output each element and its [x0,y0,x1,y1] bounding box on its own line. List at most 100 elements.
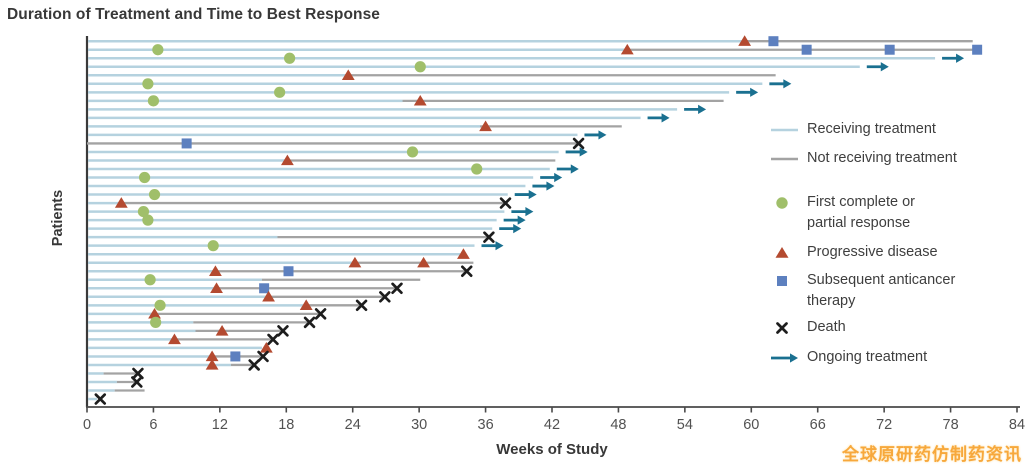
legend-item-x: Death [770,317,846,339]
x-tick-label: 60 [743,417,759,433]
response-circle-icon [154,299,166,311]
death-x-icon [391,282,403,295]
ongoing-arrowhead-icon [598,130,607,140]
progression-triangle-icon [205,359,219,370]
x-tick-label: 42 [544,417,560,433]
legend-label: First complete or partial response [807,194,915,231]
ongoing-arrowhead-icon [525,207,534,217]
response-circle-icon [284,52,296,64]
legend-item-circle: First complete or partial response [770,192,915,234]
ongoing-arrowhead-icon [495,241,504,251]
death-x-icon [379,291,391,303]
x-tick-label: 78 [943,417,959,433]
death-x-icon [277,325,289,337]
legend-label: Subsequent anticancer therapy [807,272,956,309]
response-circle-icon [152,44,164,56]
progression-triangle-icon [413,94,427,106]
progression-triangle-icon [341,69,355,80]
x-legend-icon [770,317,800,339]
response-circle-icon [138,171,151,184]
progression-triangle-icon [114,197,128,208]
legend-item-arrow: Ongoing treatment [770,347,927,369]
x-tick-label: 0 [83,417,91,433]
ongoing-arrowhead-icon [750,87,759,97]
progression-triangle-icon [620,43,634,55]
legend-label: Progressive disease [807,243,938,260]
x-tick-label: 84 [1009,417,1025,433]
death-x-icon [303,316,316,329]
line-treatment-legend-icon [770,119,800,141]
ongoing-arrowhead-icon [783,79,792,89]
ongoing-arrowhead-icon [880,62,889,72]
ongoing-arrowhead-icon [546,181,555,191]
x-tick-label: 72 [876,417,892,433]
watermark-text: 全球原研药仿制药资讯 [842,445,1022,464]
x-tick-label: 66 [810,417,826,433]
legend: Receiving treatment Not receiving treatme… [770,110,1028,370]
response-circle-icon [406,146,419,158]
legend-label: Death [807,318,846,335]
progression-triangle-icon [348,256,362,268]
therapy-square-icon [230,351,241,362]
x-tick-label: 48 [610,417,626,433]
response-circle-icon [148,188,161,201]
x-tick-label: 12 [212,417,228,433]
progression-triangle-icon [210,282,223,293]
response-circle-icon [144,274,156,286]
progression-triangle-icon [479,120,492,132]
response-circle-icon [142,214,154,226]
progression-triangle-icon [299,299,313,311]
therapy-square-icon [259,283,270,294]
ongoing-arrowhead-icon [528,189,537,200]
progression-triangle-icon [259,342,273,353]
therapy-square-icon [972,44,983,55]
death-x-icon [355,299,368,312]
ongoing-arrowhead-icon [698,104,707,114]
therapy-square-icon [884,44,895,55]
x-tick-label: 30 [411,417,427,433]
x-tick-label: 24 [345,417,361,433]
response-circle-icon [137,206,150,218]
progression-triangle-icon [168,333,181,345]
death-x-icon [572,137,585,150]
legend-item-line-treatment: Receiving treatment [770,119,936,141]
therapy-square-icon [768,36,779,47]
death-x-icon [94,393,107,405]
x-tick-label: 54 [677,417,693,433]
response-circle-icon [471,163,483,175]
triangle-legend-icon [770,242,800,264]
response-circle-icon [147,95,160,107]
ongoing-arrowhead-icon [513,224,522,234]
response-circle-icon [414,61,426,73]
x-tick-label: 36 [478,417,494,433]
ongoing-arrowhead-icon [554,172,563,183]
x-axis-label: Weeks of Study [496,441,608,458]
progression-triangle-icon [209,265,222,276]
progression-triangle-icon [417,256,430,268]
legend-item-square: Subsequent anticancer therapy [770,270,955,312]
death-x-icon [131,376,143,388]
ongoing-arrowhead-icon [579,147,588,157]
death-x-icon [257,350,269,363]
ongoing-arrowhead-icon [570,164,579,174]
circle-legend-icon [770,192,800,214]
response-circle-icon [150,316,162,328]
therapy-square-icon [801,44,812,55]
progression-triangle-icon [215,324,229,336]
legend-label: Ongoing treatment [807,348,928,365]
progression-triangle-icon [262,290,275,302]
progression-triangle-icon [205,350,219,362]
response-circle-icon [274,86,286,98]
response-circle-icon [142,78,154,90]
chart-title: Duration of Treatment and Time to Best R… [7,6,381,23]
legend-label: Not receiving treatment [807,149,957,166]
legend-label: Receiving treatment [807,121,936,137]
legend-item-triangle: Progressive disease [770,242,938,264]
death-x-icon [499,197,512,209]
line-off-legend-icon [770,148,800,170]
progression-triangle-icon [280,154,294,166]
death-x-icon [483,231,495,243]
response-circle-icon [207,240,219,252]
